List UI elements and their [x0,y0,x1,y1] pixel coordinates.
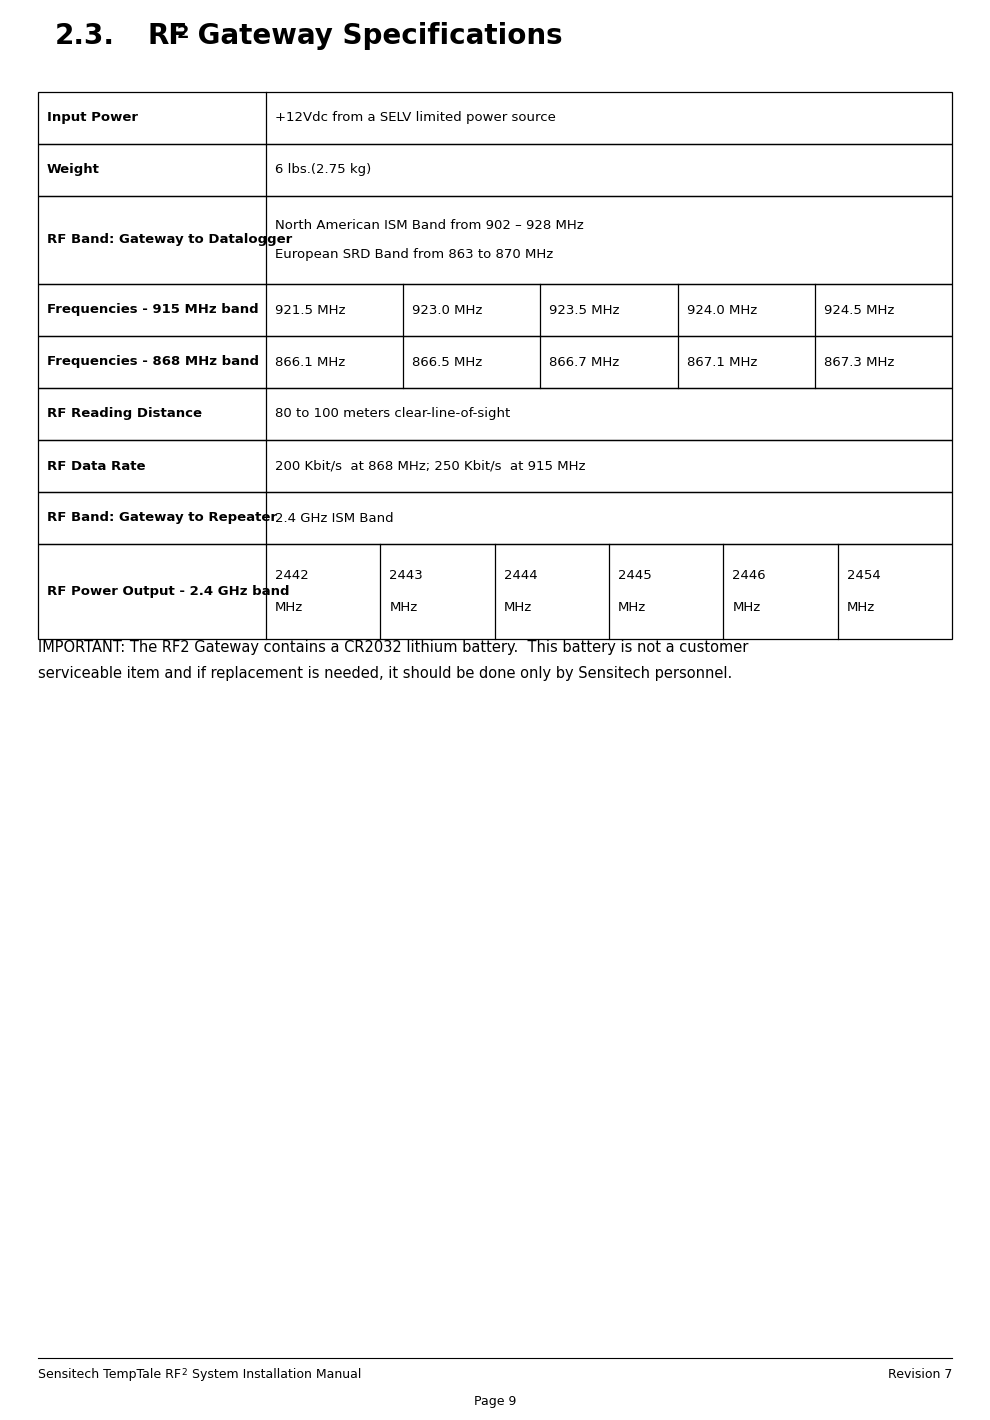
Text: Gateway Specifications: Gateway Specifications [188,21,562,50]
Text: RF Reading Distance: RF Reading Distance [47,408,202,420]
Text: 866.5 MHz: 866.5 MHz [412,355,482,369]
Text: 2.3.: 2.3. [55,21,115,50]
Text: Frequencies - 915 MHz band: Frequencies - 915 MHz band [47,304,258,317]
Text: 2446: 2446 [733,569,766,582]
Text: 200 Kbit/s  at 868 MHz; 250 Kbit/s  at 915 MHz: 200 Kbit/s at 868 MHz; 250 Kbit/s at 915… [275,460,585,473]
Text: serviceable item and if replacement is needed, it should be done only by Sensite: serviceable item and if replacement is n… [38,666,733,682]
Text: 80 to 100 meters clear-line-of-sight: 80 to 100 meters clear-line-of-sight [275,408,510,420]
Text: 866.1 MHz: 866.1 MHz [275,355,346,369]
Text: MHz: MHz [733,601,760,613]
Text: 6 lbs.(2.75 kg): 6 lbs.(2.75 kg) [275,163,371,176]
Bar [38,284,952,337]
Bar [38,143,952,196]
Text: Revision 7: Revision 7 [888,1367,952,1382]
Text: 2454: 2454 [846,569,880,582]
Text: IMPORTANT: The RF2 Gateway contains a CR2032 lithium battery.  This battery is n: IMPORTANT: The RF2 Gateway contains a CR… [38,640,748,655]
Text: MHz: MHz [846,601,875,613]
Text: Page 9: Page 9 [474,1394,516,1409]
Text: 2: 2 [177,24,189,43]
Text: RF Band: Gateway to Datalogger: RF Band: Gateway to Datalogger [47,233,292,247]
Text: 924.5 MHz: 924.5 MHz [824,304,894,317]
Text: 923.5 MHz: 923.5 MHz [549,304,620,317]
Text: 921.5 MHz: 921.5 MHz [275,304,346,317]
Text: 867.1 MHz: 867.1 MHz [687,355,757,369]
Text: 2445: 2445 [618,569,651,582]
Text: 2.4 GHz ISM Band: 2.4 GHz ISM Band [275,511,394,524]
Bar [38,337,952,388]
Bar [38,440,952,491]
Text: System Installation Manual: System Installation Manual [188,1367,361,1382]
Text: 923.0 MHz: 923.0 MHz [412,304,482,317]
Text: Input Power: Input Power [47,112,138,125]
Text: MHz: MHz [504,601,532,613]
Text: European SRD Band from 863 to 870 MHz: European SRD Band from 863 to 870 MHz [275,248,553,261]
Text: 2444: 2444 [504,569,538,582]
Text: RF: RF [148,21,188,50]
Text: 866.7 MHz: 866.7 MHz [549,355,620,369]
Text: 2442: 2442 [275,569,309,582]
Bar [38,544,952,639]
Text: RF Band: Gateway to Repeater: RF Band: Gateway to Repeater [47,511,277,524]
Text: 2: 2 [181,1367,187,1377]
Text: MHz: MHz [618,601,646,613]
Text: Weight: Weight [47,163,100,176]
Text: Sensitech TempTale RF: Sensitech TempTale RF [38,1367,181,1382]
Text: MHz: MHz [275,601,303,613]
Text: North American ISM Band from 902 – 928 MHz: North American ISM Band from 902 – 928 M… [275,219,584,231]
Text: MHz: MHz [389,601,418,613]
Bar [38,196,952,284]
Text: 2443: 2443 [389,569,423,582]
Text: Frequencies - 868 MHz band: Frequencies - 868 MHz band [47,355,259,369]
Text: 924.0 MHz: 924.0 MHz [687,304,756,317]
Text: RF Power Output - 2.4 GHz band: RF Power Output - 2.4 GHz band [47,585,289,598]
Text: RF Data Rate: RF Data Rate [47,460,146,473]
Text: +12Vdc from a SELV limited power source: +12Vdc from a SELV limited power source [275,112,555,125]
Text: 867.3 MHz: 867.3 MHz [824,355,894,369]
Bar [38,388,952,440]
Bar [38,92,952,143]
Bar [38,491,952,544]
